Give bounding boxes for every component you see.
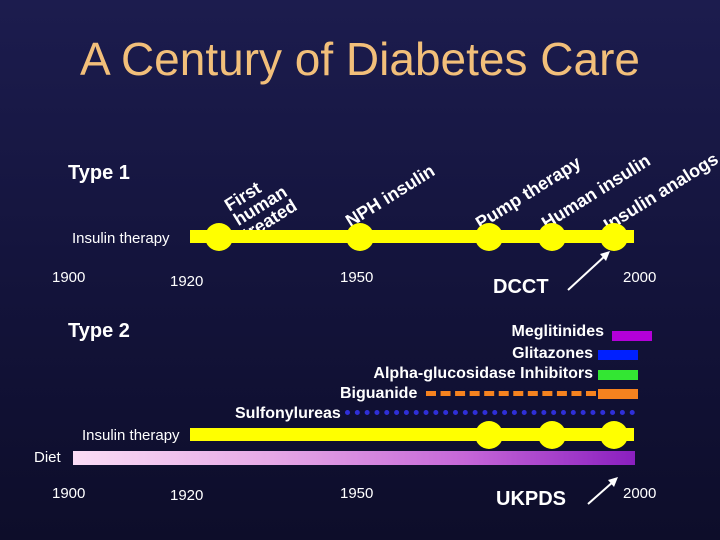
diet-timeline [73, 451, 635, 465]
drug-glitazones: Glitazones [512, 345, 593, 362]
drug-bar-biguanide [598, 389, 638, 399]
dcct-arrow-head [600, 251, 610, 261]
diet-label: Diet [34, 449, 61, 466]
drug-bar-biguanide-dashed [426, 391, 596, 396]
drug-bar-glitazones [598, 350, 638, 360]
type2-therapy-label: Insulin therapy [82, 427, 180, 444]
milestone-marker [600, 421, 628, 449]
year-1900: 1900 [52, 269, 86, 286]
milestone-marker [346, 223, 374, 251]
year-1920: 1920 [170, 273, 204, 290]
year-1900: 1900 [52, 485, 86, 502]
type1-label: Type 1 [68, 162, 130, 184]
milestone-marker [538, 223, 566, 251]
drug-alpha-glucosidase: Alpha-glucosidase Inhibitors [373, 365, 593, 382]
milestone-marker [475, 223, 503, 251]
year-1950: 1950 [340, 269, 374, 286]
year-1920: 1920 [170, 487, 204, 504]
year-2000: 2000 [623, 485, 657, 502]
drug-sulfonylureas: Sulfonylureas [235, 405, 341, 422]
type1-insulin-timeline [190, 230, 634, 243]
drug-meglitinides: Meglitinides [511, 323, 604, 340]
type2-insulin-timeline [190, 428, 634, 441]
type1-therapy-label: Insulin therapy [72, 230, 170, 247]
drug-bar-meglitinides [612, 331, 652, 341]
milestone-marker [600, 223, 628, 251]
year-1950: 1950 [340, 485, 374, 502]
trial-dcct: DCCT [493, 276, 549, 298]
milestone-marker [205, 223, 233, 251]
type2-label: Type 2 [68, 320, 130, 342]
drug-biguanide: Biguanide [340, 385, 418, 402]
milestone-marker [475, 421, 503, 449]
trial-ukpds: UKPDS [496, 488, 567, 510]
ukpds-arrow-head [608, 477, 618, 487]
milestone-marker [538, 421, 566, 449]
slide-title: A Century of Diabetes Care [80, 33, 640, 85]
ukpds-arrow-line [587, 480, 615, 505]
drug-bar-alpha-glucosidase [598, 370, 638, 380]
dcct-arrow-line [567, 254, 607, 291]
drug-bar-sulfonylureas [345, 410, 635, 421]
year-2000: 2000 [623, 269, 657, 286]
